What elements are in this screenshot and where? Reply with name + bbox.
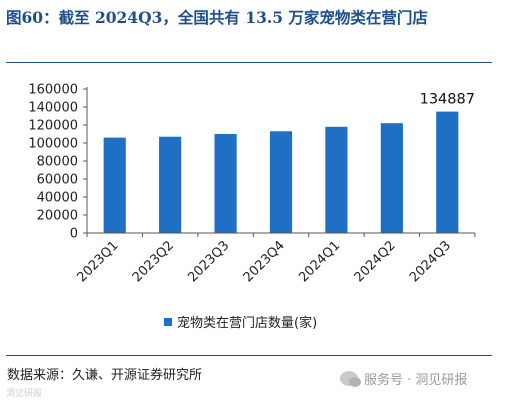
bar-2023Q1 — [103, 137, 126, 233]
legend-label: 宠物类在营门店数量(家) — [177, 315, 317, 331]
bar-2024Q2 — [380, 123, 403, 233]
x-axis-labels: 2023Q1 2023Q2 2023Q3 2023Q4 2024Q1 2024Q2 2024… — [74, 233, 476, 285]
y-tick-label: 120000 — [28, 119, 78, 134]
x-tick-label: 2023Q2 — [130, 238, 177, 285]
y-tick-label: 80000 — [37, 155, 78, 170]
legend-swatch — [164, 318, 172, 326]
wechat-icon — [340, 371, 361, 387]
y-tick-label: 40000 — [37, 191, 78, 206]
y-tick-label: 0 — [70, 227, 78, 242]
y-tick-label: 160000 — [28, 83, 78, 98]
y-tick-label: 60000 — [37, 173, 78, 188]
source-note: 数据来源：久谦、开源证券研究所 — [7, 368, 203, 383]
x-tick-label: 2023Q3 — [185, 238, 232, 285]
figure-title: 图60：截至 2024Q3，全国共有 13.5 万家宠物类在营门店 — [6, 8, 428, 27]
data-label: 134887 — [420, 92, 475, 108]
x-tick-label: 2024Q3 — [407, 238, 454, 285]
legend: 宠物类在营门店数量(家) — [164, 315, 317, 331]
bar-2023Q4 — [269, 131, 293, 233]
bar-2024Q3 — [436, 111, 459, 233]
y-tick-label: 140000 — [28, 101, 78, 116]
bottom-divider — [6, 355, 492, 356]
watermark-left: 洞见研报 — [6, 389, 43, 399]
bars — [103, 111, 459, 233]
axes — [86, 87, 475, 234]
bar-2023Q3 — [214, 134, 237, 233]
watermark-text: 服务号 · 洞见研报 — [364, 373, 468, 388]
bar-chart: 0 20000 40000 60000 80000 100000 120000 140000 1… — [28, 83, 476, 331]
x-tick-label: 2023Q4 — [241, 238, 288, 285]
x-tick-label: 2023Q1 — [74, 238, 121, 285]
watermark: 服务号 · 洞见研报 — [340, 369, 467, 388]
y-axis-ticks: 0 20000 40000 60000 80000 100000 120000 140000 1… — [28, 83, 87, 242]
y-tick-label: 100000 — [28, 137, 78, 152]
y-tick-label: 20000 — [37, 209, 78, 224]
top-divider — [6, 62, 492, 63]
x-tick-label: 2024Q2 — [352, 238, 399, 285]
x-tick-label: 2024Q1 — [296, 238, 343, 285]
data-labels: 134887 — [420, 92, 475, 108]
bar-2024Q1 — [325, 126, 348, 233]
bar-2023Q2 — [159, 136, 182, 233]
